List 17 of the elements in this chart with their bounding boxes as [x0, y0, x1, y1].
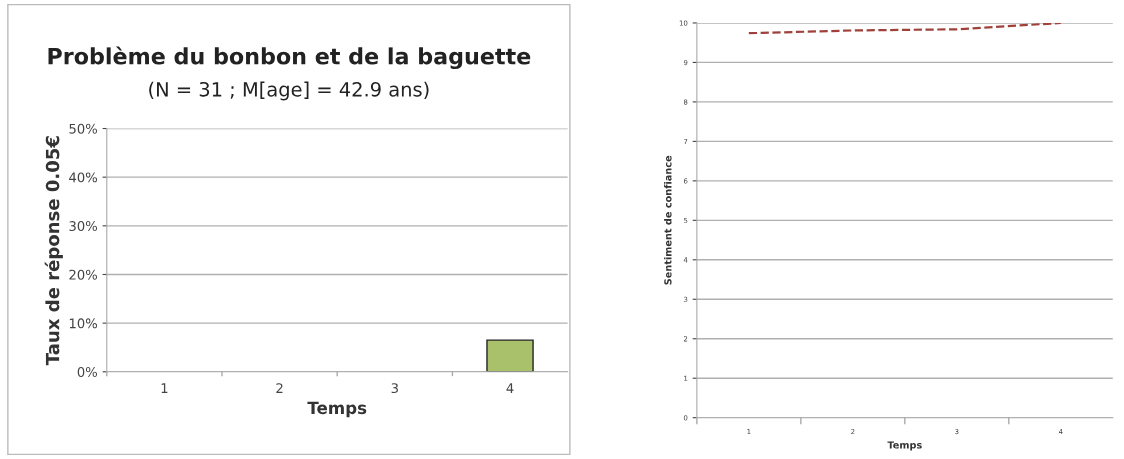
x-axis-title: Temps [307, 401, 367, 418]
y-tick-label: 40% [69, 172, 98, 183]
y-tick-label: 0% [77, 367, 98, 377]
x-tick-label: 4 [506, 383, 514, 393]
x-tick-label: 1 [161, 383, 168, 393]
x-tick-label: 3 [391, 383, 398, 394]
y-tick-label: 20% [69, 269, 98, 280]
y-tick-label: 50% [69, 123, 98, 134]
y-axis-title: Sentiment de confiance [664, 155, 672, 285]
y-tick-label: 30% [69, 221, 98, 232]
x-tick-label: 2 [276, 383, 283, 393]
chart-title: Problème du bonbon et de la baguette [48, 46, 531, 70]
y-tick-label: 10% [69, 318, 98, 329]
line-series [747, 22, 1062, 35]
y-axis-title: Taux de réponse 0.05€ [44, 136, 63, 366]
chart-subtitle: (N = 31 ; M[age] = 42.9 ans) [149, 81, 429, 101]
x-axis-title: Temps [887, 441, 922, 451]
